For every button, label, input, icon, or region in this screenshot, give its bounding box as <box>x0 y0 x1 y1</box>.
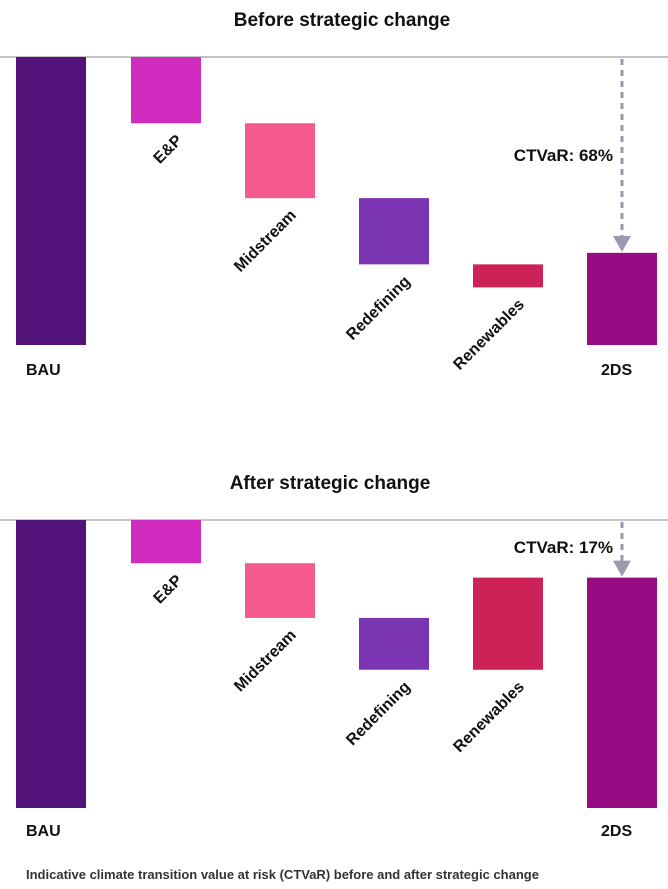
bar-2ds <box>587 577 657 808</box>
chart-before: Before strategic change BAU E&P Midstream R… <box>0 10 668 379</box>
ctvar-annotation: CTVaR: 17% <box>514 538 613 557</box>
category-label-midstream: Midstream <box>231 207 300 276</box>
chart-caption: Indicative climate transition value at r… <box>26 867 539 882</box>
category-label-2ds: 2DS <box>601 823 632 840</box>
category-label-redefining: Redefining <box>343 273 413 343</box>
chart-after: After strategic change BAU E&P Midstream Re… <box>0 473 668 840</box>
category-label-ep: E&P <box>151 572 187 608</box>
bar-ep <box>131 520 201 564</box>
category-label-redefining: Redefining <box>343 679 413 749</box>
bar-redefining <box>359 198 429 265</box>
ctvar-arrow-head <box>613 235 631 252</box>
bar-2ds <box>587 252 657 345</box>
category-label-bau: BAU <box>26 362 61 379</box>
bar-renewables <box>473 577 543 670</box>
category-label-renewables: Renewables <box>450 296 527 373</box>
category-label-2ds: 2DS <box>601 362 632 379</box>
chart-title-before: Before strategic change <box>234 10 450 31</box>
bar-bau <box>16 57 86 345</box>
category-label-renewables: Renewables <box>450 678 527 755</box>
category-label-ep: E&P <box>151 132 187 168</box>
bar-renewables <box>473 264 543 288</box>
bar-bau <box>16 520 86 808</box>
bar-ep <box>131 57 201 124</box>
bar-midstream <box>245 563 315 618</box>
ctvar-arrow-head <box>613 560 631 577</box>
chart-title-after: After strategic change <box>230 473 431 494</box>
bar-midstream <box>245 123 315 199</box>
category-label-midstream: Midstream <box>231 627 300 696</box>
bar-redefining <box>359 617 429 670</box>
ctvar-annotation: CTVaR: 68% <box>514 146 613 165</box>
category-label-bau: BAU <box>26 823 61 840</box>
